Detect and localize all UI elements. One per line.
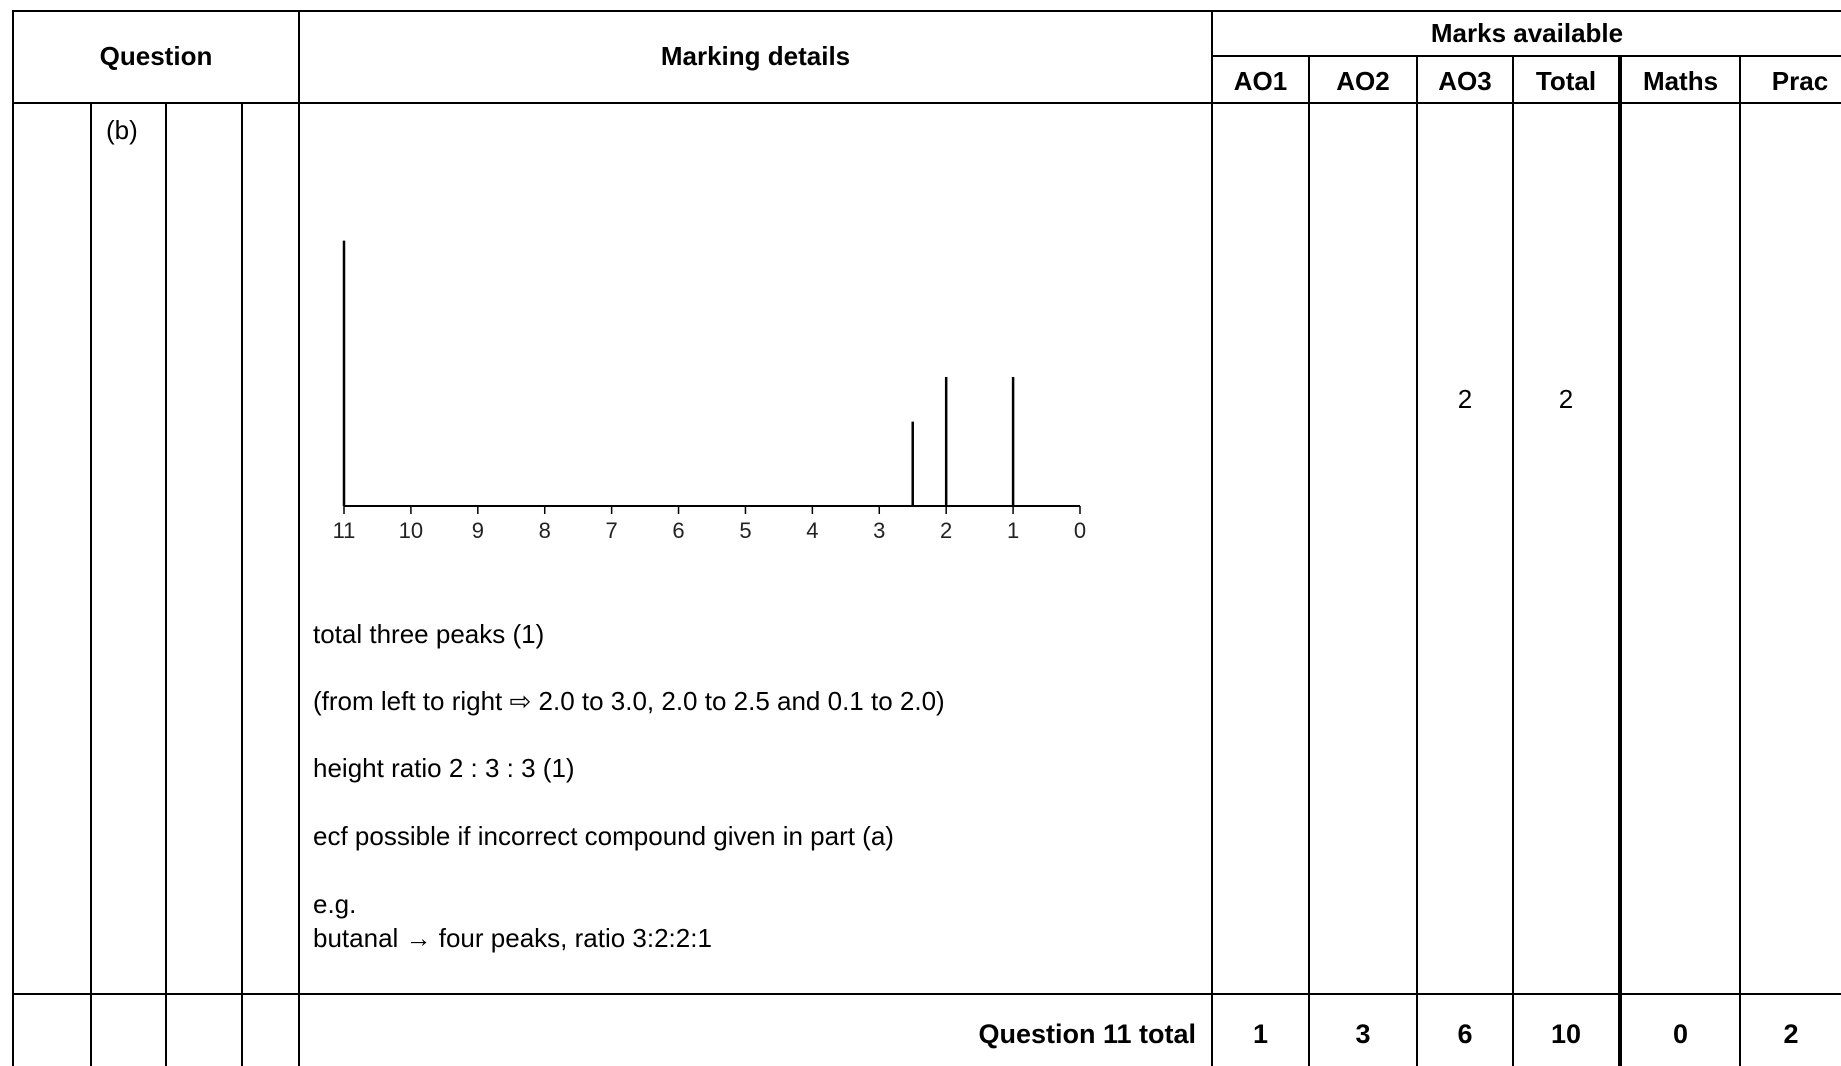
nmr-spectrum-sketch: 11 10 9 8 7 6 5 4 3 2 1 0 (333, 240, 1086, 543)
spectrum-tick-label: 1 (1007, 518, 1019, 543)
ao2-ao3-divider (1416, 56, 1418, 1066)
spectrum-tick-label: 3 (873, 518, 885, 543)
total-header: Total (1535, 66, 1597, 96)
question-col-divider-2 (165, 103, 167, 1066)
total-maths-divider (1618, 56, 1622, 1066)
question-part-label: (b) (106, 115, 138, 145)
total-ao2: 3 (1355, 1019, 1371, 1049)
spectrum-tick-label: 6 (672, 518, 684, 543)
spectrum-tick-label: 4 (806, 518, 818, 543)
total-mark: 2 (1558, 384, 1574, 414)
ao3-mark: 2 (1457, 384, 1473, 414)
total-ao3: 6 (1457, 1019, 1473, 1049)
spectrum-tick-label: 0 (1074, 518, 1086, 543)
table-top-border (12, 10, 1841, 12)
ao3-header: AO3 (1438, 66, 1492, 96)
marks-subheader-divider (1212, 55, 1841, 57)
total-prac: 2 (1783, 1019, 1799, 1049)
prac-header: Prac (1771, 66, 1829, 96)
spectrum-tick-label: 10 (399, 518, 423, 543)
marking-line-2: (from left to right ⇨ 2.0 to 3.0, 2.0 to… (313, 686, 945, 716)
question-col-divider-1 (90, 103, 92, 1066)
spectrum-tick-label: 9 (472, 518, 484, 543)
spectrum-tick-label: 8 (539, 518, 551, 543)
marking-line-1: total three peaks (1) (313, 619, 545, 649)
question-header: Question (99, 41, 213, 71)
ao1-ao2-divider (1308, 56, 1310, 1066)
question-total-label: Question 11 total (978, 1019, 1196, 1049)
marking-line-5: e.g. (313, 889, 357, 919)
total-maths: 0 (1672, 1019, 1689, 1049)
marking-details-header: Marking details (660, 41, 851, 71)
spectrum-tick-label: 5 (739, 518, 751, 543)
question-col-divider-3 (241, 103, 243, 1066)
maths-prac-divider (1739, 56, 1741, 1066)
total-total: 10 (1550, 1019, 1582, 1049)
marking-line-6: butanal → four peaks, ratio 3:2:2:1 (313, 923, 712, 953)
marking-line-3: height ratio 2 : 3 : 3 (1) (313, 753, 575, 783)
question-details-divider (298, 10, 300, 1066)
marking-line-4: ecf possible if incorrect compound given… (313, 821, 894, 851)
ao3-total-divider (1512, 56, 1514, 1066)
spectrum-tick-label: 7 (606, 518, 618, 543)
total-row-top-border (12, 993, 1841, 995)
table-left-border (12, 10, 14, 1066)
total-ao1: 1 (1252, 1019, 1269, 1049)
ao1-header: AO1 (1233, 66, 1288, 96)
spectrum-tick-label: 11 (333, 518, 356, 543)
marks-available-header: Marks available (1430, 18, 1624, 48)
details-marks-divider (1211, 10, 1213, 1066)
spectrum-tick-label: 2 (940, 518, 952, 543)
ao2-header: AO2 (1336, 66, 1390, 96)
header-bottom-border (12, 102, 1841, 104)
maths-header: Maths (1642, 66, 1719, 96)
